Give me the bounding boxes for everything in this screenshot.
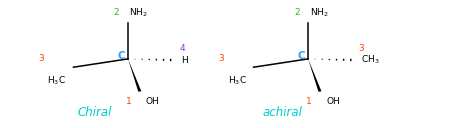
Text: 3: 3 [38, 54, 44, 63]
Text: H$_3$C: H$_3$C [228, 75, 246, 87]
Text: OH: OH [326, 97, 340, 106]
Text: OH: OH [146, 97, 160, 106]
Text: H$_3$C: H$_3$C [47, 75, 66, 87]
Text: C: C [118, 51, 125, 61]
Text: NH$_2$: NH$_2$ [129, 6, 148, 19]
Polygon shape [128, 59, 141, 92]
Text: 2: 2 [114, 8, 119, 17]
Text: CH$_3$: CH$_3$ [361, 54, 380, 66]
Text: 3: 3 [218, 54, 224, 63]
Text: achiral: achiral [262, 106, 302, 119]
Text: 3: 3 [358, 44, 364, 53]
Text: C: C [298, 51, 305, 61]
Text: 1: 1 [126, 97, 131, 106]
Polygon shape [308, 59, 321, 92]
Text: 2: 2 [294, 8, 300, 17]
Text: 4: 4 [179, 44, 185, 53]
Text: 1: 1 [306, 97, 311, 106]
Text: Chiral: Chiral [78, 106, 112, 119]
Text: NH$_2$: NH$_2$ [310, 6, 328, 19]
Text: H: H [181, 56, 188, 65]
